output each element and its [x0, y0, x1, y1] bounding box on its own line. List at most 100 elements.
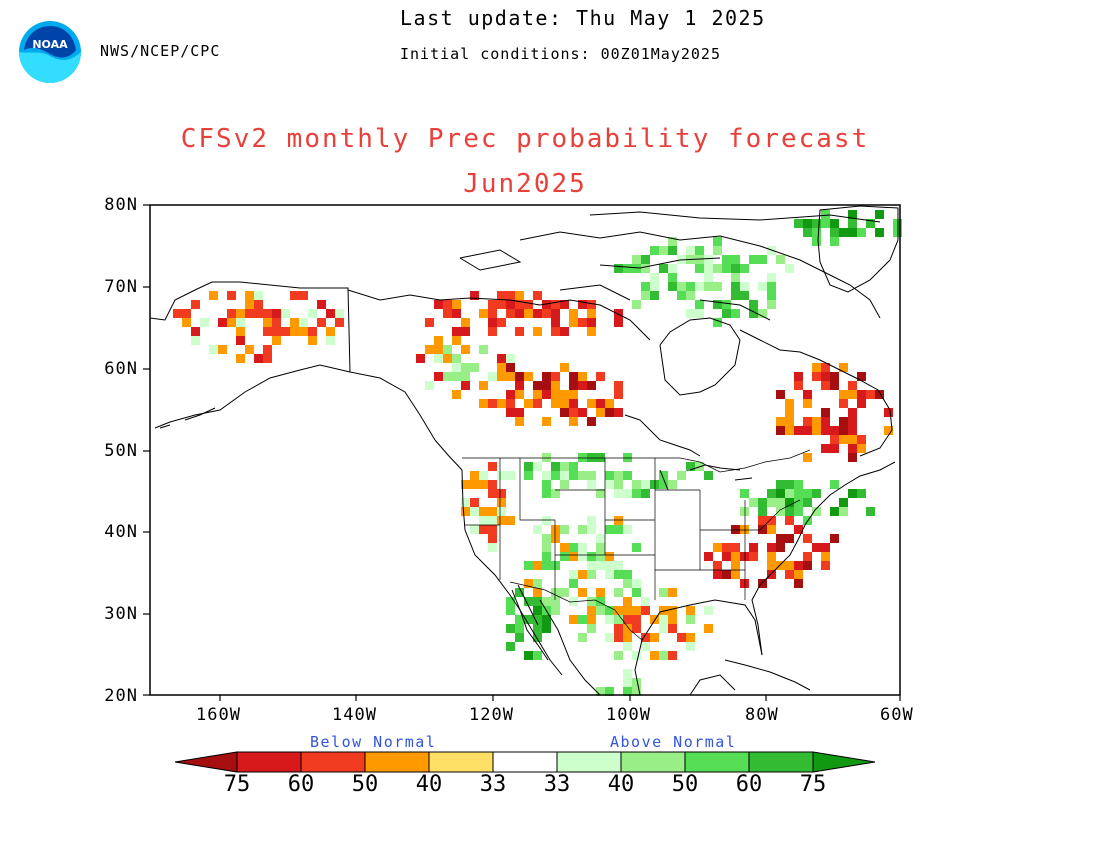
- probability-cell: [515, 381, 524, 390]
- probability-cell: [659, 246, 668, 255]
- probability-cell: [812, 507, 821, 516]
- map-title: CFSv2 monthly Prec probability forecast: [180, 124, 870, 154]
- probability-cell: [236, 309, 245, 318]
- state-lines: [465, 458, 801, 600]
- probability-cell: [542, 300, 551, 309]
- probability-cell: [560, 408, 569, 417]
- probability-cell: [542, 489, 551, 498]
- probability-cell: [740, 579, 749, 588]
- probability-cell: [884, 426, 893, 435]
- probability-cell: [668, 282, 677, 291]
- probability-cell: [776, 543, 785, 552]
- probability-cell: [236, 318, 245, 327]
- probability-cell: [569, 399, 578, 408]
- above-normal-label: Above Normal: [610, 733, 737, 751]
- probability-cell: [317, 318, 326, 327]
- probability-cell: [704, 264, 713, 273]
- probability-cell: [767, 561, 776, 570]
- lat-label-80n: 80N: [104, 195, 138, 215]
- probability-cell: [479, 399, 488, 408]
- probability-cell: [551, 318, 560, 327]
- below-normal-label: Below Normal: [310, 733, 437, 751]
- probability-cell: [245, 309, 254, 318]
- probability-cell: [776, 507, 785, 516]
- probability-cell: [758, 579, 767, 588]
- probability-cell: [560, 300, 569, 309]
- probability-cell: [767, 516, 776, 525]
- probability-cell: [803, 489, 812, 498]
- probability-cell: [848, 453, 857, 462]
- probability-cell: [614, 588, 623, 597]
- probability-cell: [227, 318, 236, 327]
- probability-cell: [605, 471, 614, 480]
- yucatan: [689, 674, 736, 696]
- probability-cell: [794, 507, 803, 516]
- probability-cell: [587, 453, 596, 462]
- coastlines: [149, 205, 899, 696]
- probability-cell: [794, 426, 803, 435]
- probability-cell: [551, 525, 560, 534]
- probability-cell: [614, 480, 623, 489]
- probability-cell: [569, 318, 578, 327]
- probability-cell: [506, 606, 515, 615]
- probability-cell: [794, 489, 803, 498]
- lon-label-160w: 160W: [196, 705, 241, 725]
- probability-cell: [857, 372, 866, 381]
- probability-cell: [497, 363, 506, 372]
- probability-cell: [731, 561, 740, 570]
- probability-cell: [533, 579, 542, 588]
- probability-cell: [614, 408, 623, 417]
- lat-label-30n: 30N: [104, 604, 138, 624]
- probability-cell: [713, 561, 722, 570]
- probability-cell: [461, 363, 470, 372]
- probability-cell: [830, 372, 839, 381]
- lat-label-70n: 70N: [104, 277, 138, 297]
- lat-label-50n: 50N: [104, 441, 138, 461]
- greenland: [817, 205, 899, 293]
- probability-cell: [740, 525, 749, 534]
- probability-cell: [488, 480, 497, 489]
- probability-cell: [254, 300, 263, 309]
- probability-cell: [812, 426, 821, 435]
- probability-cell: [803, 417, 812, 426]
- probability-cell: [713, 246, 722, 255]
- probability-cell: [758, 255, 767, 264]
- mexico-west: [539, 599, 601, 696]
- probability-cell: [623, 570, 632, 579]
- probability-cell: [290, 327, 299, 336]
- probability-cell: [668, 246, 677, 255]
- probability-cell: [551, 471, 560, 480]
- probability-cell: [776, 417, 785, 426]
- probability-cell: [758, 507, 767, 516]
- probability-cell: [551, 606, 560, 615]
- probability-cell: [677, 471, 686, 480]
- probability-cell: [785, 399, 794, 408]
- probability-cell: [650, 282, 659, 291]
- probability-cell: [470, 363, 479, 372]
- probability-cell: [812, 363, 821, 372]
- probability-cell: [677, 633, 686, 642]
- probability-cell: [722, 264, 731, 273]
- probability-cell: [695, 246, 704, 255]
- probability-cell: [794, 498, 803, 507]
- initial-conditions: Initial conditions: 00Z01May2025: [400, 45, 721, 63]
- probability-cell: [821, 219, 830, 228]
- probability-cell: [524, 597, 533, 606]
- probability-cell: [686, 291, 695, 300]
- probability-cell: [488, 489, 497, 498]
- probability-cell: [488, 525, 497, 534]
- probability-cell: [605, 408, 614, 417]
- probability-cell: [506, 363, 515, 372]
- probability-cell: [632, 615, 641, 624]
- probability-cell: [551, 489, 560, 498]
- probability-cell: [623, 453, 632, 462]
- probability-cell: [299, 318, 308, 327]
- probability-cell: [785, 408, 794, 417]
- probability-cell: [434, 336, 443, 345]
- probability-cell: [443, 345, 452, 354]
- arctic-coast: [347, 289, 651, 341]
- probability-cell: [704, 282, 713, 291]
- probability-cell: [767, 282, 776, 291]
- probability-cell: [848, 426, 857, 435]
- probability-cell: [659, 264, 668, 273]
